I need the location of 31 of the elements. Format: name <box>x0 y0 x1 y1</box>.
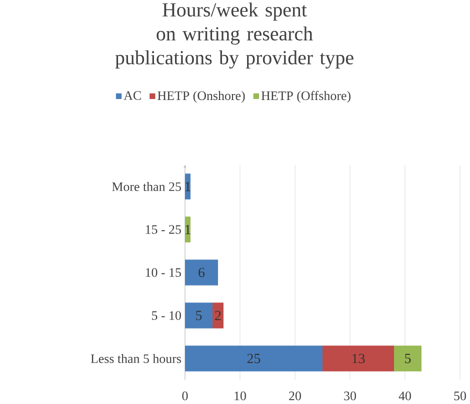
x-tick-label: 50 <box>454 392 466 400</box>
bar <box>185 216 190 242</box>
data-label: 5 <box>196 310 202 320</box>
chart-title: Hours/week spent on writing research publications by provider type <box>115 2 354 69</box>
bar <box>212 302 224 328</box>
bar <box>185 346 322 372</box>
bar <box>185 302 212 328</box>
bar <box>185 260 218 286</box>
legend-label: HETP (Onshore) <box>158 90 245 103</box>
x-tick-label: 40 <box>398 392 411 400</box>
x-tick-label: 10 <box>234 392 246 400</box>
y-tick-label: Less than 5 hours <box>90 354 182 364</box>
data-label: 5 <box>405 354 411 364</box>
bar <box>185 174 190 200</box>
y-tick-label: 10 - 15 <box>146 268 181 277</box>
bar <box>322 346 394 372</box>
y-tick-label: 15 - 25 <box>146 225 181 234</box>
x-tick-label: 20 <box>289 392 301 400</box>
x-tick-label: 30 <box>344 392 356 400</box>
legend-label: AC <box>124 91 141 100</box>
y-tick-label: 5 - 10 <box>152 311 181 320</box>
x-tick-label: 0 <box>182 392 188 400</box>
data-label: 25 <box>247 354 260 364</box>
data-label: 13 <box>352 354 365 364</box>
data-label: 6 <box>198 268 205 278</box>
y-tick-label: More than 25 <box>112 182 181 192</box>
legend-label: HETP (Offshore) <box>261 90 350 103</box>
bar <box>394 346 422 372</box>
data-label: 1 <box>185 182 190 192</box>
data-label: 2 <box>215 310 221 320</box>
data-label: 1 <box>185 224 190 234</box>
